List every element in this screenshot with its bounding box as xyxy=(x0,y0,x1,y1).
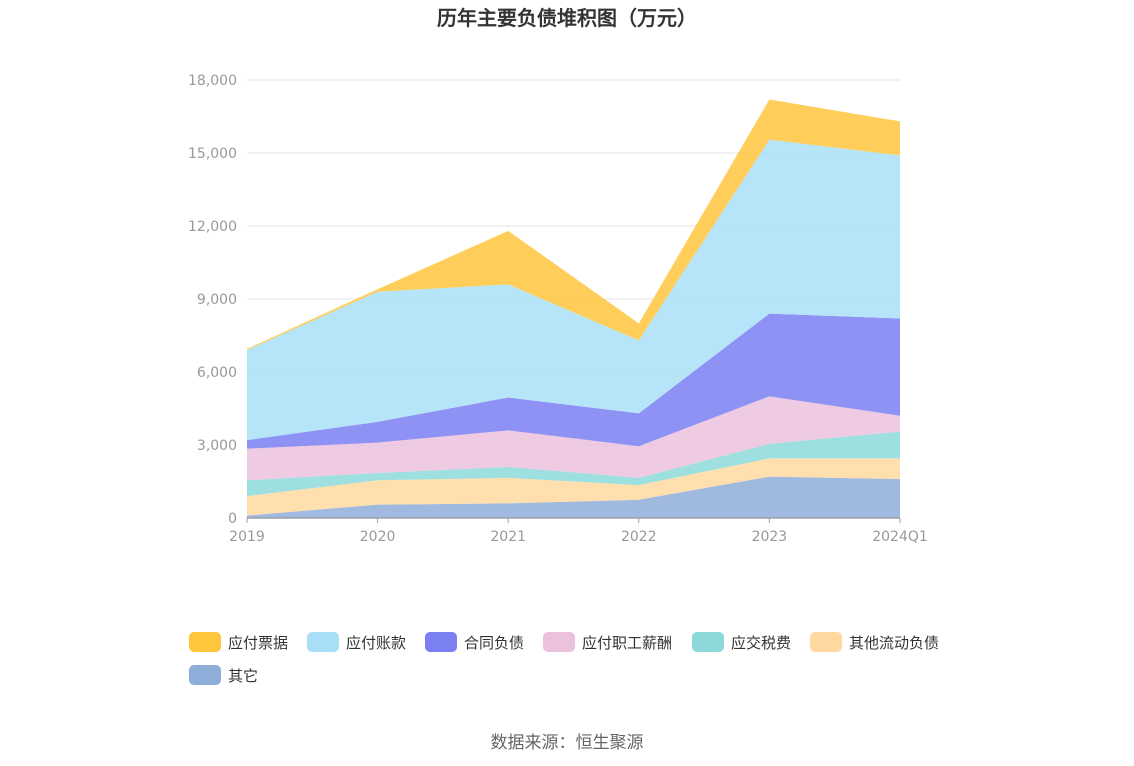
area-series-2[interactable] xyxy=(247,431,900,497)
x-tick-label: 2019 xyxy=(229,529,265,545)
x-tick-label: 2021 xyxy=(490,529,526,545)
legend-item[interactable]: 应付职工薪酬 xyxy=(543,628,672,656)
legend-swatch xyxy=(810,632,842,652)
area-series xyxy=(247,99,900,518)
area-series-5[interactable] xyxy=(247,139,900,441)
y-tick-label: 12,000 xyxy=(188,219,237,235)
legend-swatch xyxy=(189,632,221,652)
area-series-0[interactable] xyxy=(247,476,900,518)
y-tick-label: 3,000 xyxy=(197,438,237,454)
data-source: 数据来源：恒生聚源 xyxy=(490,733,644,753)
legend-label: 合同负债 xyxy=(464,633,525,652)
legend-item[interactable]: 应付账款 xyxy=(307,628,406,656)
area-series-6[interactable] xyxy=(247,99,900,351)
legend-swatch xyxy=(692,632,724,652)
area-series-4[interactable] xyxy=(247,313,900,449)
area-series-1[interactable] xyxy=(247,458,900,516)
legend-swatch xyxy=(189,665,221,685)
chart-title: 历年主要负债堆积图（万元） xyxy=(437,6,697,30)
x-tick-label: 2022 xyxy=(621,529,657,545)
x-tick-label: 2023 xyxy=(752,529,788,545)
legend-item[interactable]: 其他流动负债 xyxy=(810,628,939,656)
legend-label: 应付职工薪酬 xyxy=(582,633,673,652)
legend-item[interactable]: 其它 xyxy=(189,661,258,689)
legend-item[interactable]: 应付票据 xyxy=(189,628,288,656)
legend-label: 其他流动负债 xyxy=(849,633,940,652)
legend-label: 应交税费 xyxy=(731,633,792,652)
legend-label: 应付账款 xyxy=(346,633,407,652)
y-tick-label: 18,000 xyxy=(188,73,237,89)
area-series-3[interactable] xyxy=(247,396,900,481)
legend-swatch xyxy=(543,632,575,652)
y-tick-label: 6,000 xyxy=(197,365,237,381)
legend-swatch xyxy=(307,632,339,652)
legend-swatch xyxy=(425,632,457,652)
legend-label: 其它 xyxy=(228,666,259,685)
x-tick-label: 2024Q1 xyxy=(872,529,928,545)
legend-label: 应付票据 xyxy=(228,633,289,652)
axes: 0 3,000 6,000 9,000 12,000 15,000 18,000 2019 20… xyxy=(188,73,928,545)
legend-item[interactable]: 应交税费 xyxy=(692,628,791,656)
x-tick-label: 2020 xyxy=(360,529,396,545)
y-tick-label: 0 xyxy=(228,511,237,527)
y-tick-label: 9,000 xyxy=(197,292,237,308)
legend-item[interactable]: 合同负债 xyxy=(425,628,524,656)
y-tick-label: 15,000 xyxy=(188,146,237,162)
